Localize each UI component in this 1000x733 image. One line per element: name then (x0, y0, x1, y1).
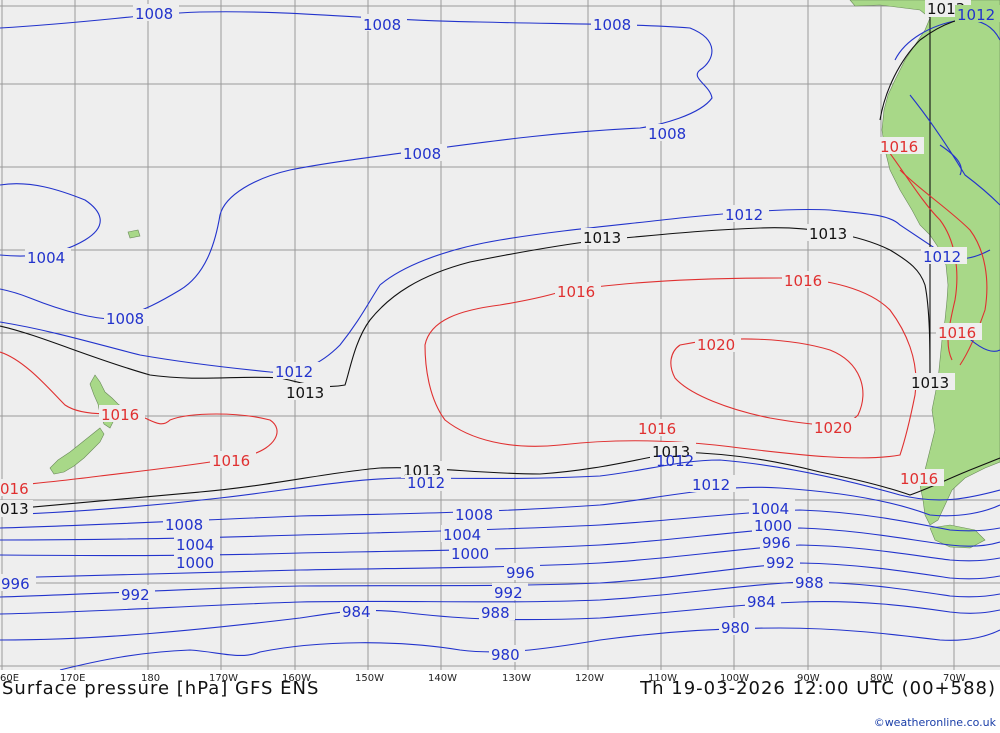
isobar-labels: 1008 1008 1008 1008 1008 1008 1004 1012 … (0, 0, 1000, 664)
lon-label: 150W (355, 673, 384, 684)
south-america-landmass (849, 0, 1000, 526)
isobar-label: 1013 (583, 229, 621, 247)
isobar-label: 984 (747, 593, 776, 611)
isobar-label: 988 (795, 574, 824, 592)
isobar-label: 992 (494, 584, 523, 602)
isobar-label: 016 (0, 480, 29, 498)
lon-label: 90W (797, 673, 820, 684)
isobar-label: 1004 (27, 249, 65, 267)
isobar-label: 1000 (451, 545, 489, 563)
isobar-label: 996 (762, 534, 791, 552)
isobar-label: 1012 (725, 206, 763, 224)
isobar-label: 1012 (275, 363, 313, 381)
isobar-label: 1008 (455, 506, 493, 524)
isobar-label: 1016 (101, 406, 139, 424)
isobar-label: 1016 (938, 324, 976, 342)
isobar-label: 1004 (751, 500, 789, 518)
isobar-label: 992 (121, 586, 150, 604)
isobar-label: 1008 (106, 310, 144, 328)
lon-label: 120W (575, 673, 604, 684)
isobar-label: 996 (506, 564, 535, 582)
isobar-label: 980 (491, 646, 520, 664)
lon-label: 180 (141, 673, 160, 684)
small-island (127, 229, 141, 239)
isobar-label: 1016 (880, 138, 918, 156)
isobar-label: 984 (342, 603, 371, 621)
isobar-label: 1000 (176, 554, 214, 572)
lon-label: 160W (282, 673, 311, 684)
isobar-label: 1013 (911, 374, 949, 392)
isobar-label: 1020 (697, 336, 735, 354)
lon-label: 70W (943, 673, 966, 684)
lon-label: 170W (209, 673, 238, 684)
isobar-label: 1012 (957, 6, 995, 24)
lon-label: 170E (60, 673, 85, 684)
valid-time: Th 19-03-2026 12:00 UTC (00+588) (640, 678, 996, 699)
isobar-label: 988 (481, 604, 510, 622)
credit-link[interactable]: ©weatheronline.co.uk (873, 716, 996, 729)
isobar-label: 1016 (638, 420, 676, 438)
isobar-label: 1008 (593, 16, 631, 34)
isobar-label: 1004 (176, 536, 214, 554)
map-canvas: 1008 1008 1008 1008 1008 1008 1004 1012 … (0, 0, 1000, 670)
isobar-label: 1008 (403, 145, 441, 163)
isobar-label: 1012 (923, 248, 961, 266)
isobar-label: 992 (766, 554, 795, 572)
isobar-label: 1012 (692, 476, 730, 494)
isobar-label: 1013 (652, 443, 690, 461)
isobar-label: 996 (1, 575, 30, 593)
lon-label: 100W (720, 673, 749, 684)
footer: 60E 170E 180 170W 160W 150W 140W 130W 12… (0, 670, 1000, 733)
isobar-label: 1016 (784, 272, 822, 290)
isobar-label: 980 (721, 619, 750, 637)
lon-label: 110W (648, 673, 677, 684)
isobar-label: 1013 (809, 225, 847, 243)
isobars (0, 0, 1000, 670)
map-title: Surface pressure [hPa] GFS ENS (2, 678, 320, 699)
isobar-label: 1016 (900, 470, 938, 488)
lon-label: 130W (502, 673, 531, 684)
isobar-label: 1020 (814, 419, 852, 437)
weather-map: 1008 1008 1008 1008 1008 1008 1004 1012 … (0, 0, 1000, 670)
lon-label: 80W (870, 673, 893, 684)
isobar-label: 013 (0, 500, 29, 518)
isobar-label: 1008 (363, 16, 401, 34)
lon-label: 60E (0, 673, 19, 684)
isobar-label: 1008 (135, 5, 173, 23)
isobar-label: 1016 (212, 452, 250, 470)
isobar-label: 1012 (656, 452, 694, 470)
isobar-label: 1013 (286, 384, 324, 402)
isobar-label: 1008 (648, 125, 686, 143)
new-zealand-south-island (49, 427, 105, 475)
isobar-label: 1008 (165, 516, 203, 534)
ocean-background (0, 0, 1000, 670)
isobar-label: 1004 (443, 526, 481, 544)
isobar-label: 1000 (754, 517, 792, 535)
isobar-label: 1016 (557, 283, 595, 301)
isobar-label: 1012 (407, 474, 445, 492)
lon-label: 140W (428, 673, 457, 684)
longitude-axis: 60E 170E 180 170W 160W 150W 140W 130W 12… (0, 673, 966, 684)
